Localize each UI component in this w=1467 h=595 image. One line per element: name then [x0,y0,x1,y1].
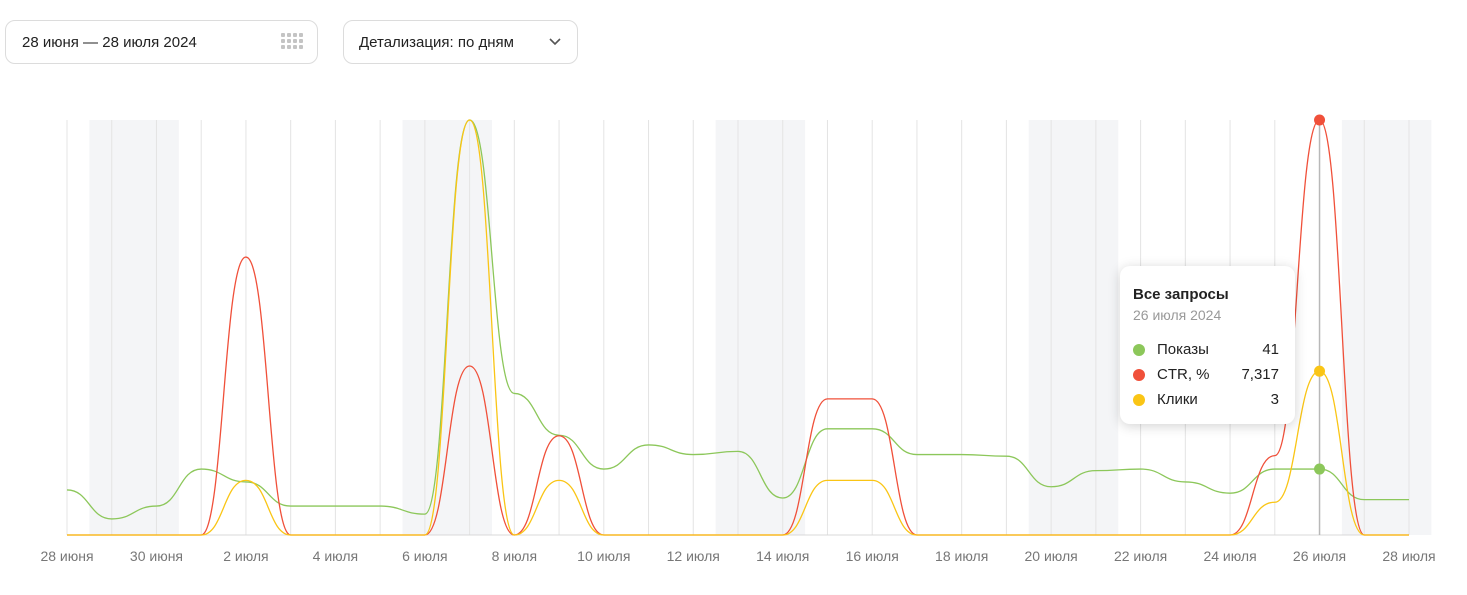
x-tick-label: 8 июля [492,548,537,564]
x-tick-labels: 28 июня 30 июня 2 июля 4 июля 6 июля 8 июля 10… [40,548,1435,564]
tooltip-row-value: 3 [1270,391,1279,408]
x-tick-label: 26 июля [1293,548,1346,564]
chart-tooltip: Все запросы 26 июля 2024 Показы 41 CTR, … [1120,266,1295,424]
x-tick-label: 4 июля [313,548,358,564]
tooltip-row-name: Показы [1157,341,1209,358]
tooltip-row-value: 7,317 [1241,366,1279,383]
ctr-dot-icon [1133,368,1145,381]
x-tick-label: 16 июля [846,548,899,564]
weekend-band [715,120,806,535]
tooltip-row-clicks: Клики 3 [1133,387,1279,412]
hover-point [1314,365,1326,377]
clicks-dot-icon [1133,393,1145,406]
x-tick-label: 20 июля [1025,548,1078,564]
calendar-grid-icon [281,33,303,51]
tooltip-row-value: 41 [1262,341,1279,358]
tooltip-row-name: CTR, % [1157,366,1210,383]
shows-dot-icon [1133,343,1145,356]
hover-dots [1314,114,1326,475]
x-tick-label: 6 июля [402,548,447,564]
x-tick-label: 30 июня [130,548,183,564]
date-range-label: 28 июня — 28 июля 2024 [22,33,197,51]
x-tick-label: 2 июля [223,548,268,564]
tooltip-row-shows: Показы 41 [1133,337,1279,362]
detail-select[interactable]: Детализация: по дням [343,20,578,64]
detail-select-label: Детализация: по дням [359,33,514,51]
tooltip-row-name: Клики [1157,391,1198,408]
x-tick-label: 14 июля [756,548,809,564]
weekend-band [1028,120,1119,535]
tooltip-title: Все запросы [1133,286,1229,303]
x-tick-label: 28 июня [40,548,93,564]
tooltip-row-ctr: CTR, % 7,317 [1133,362,1279,387]
hover-point [1314,114,1326,126]
weekend-band [89,120,179,535]
weekend-bands [89,120,1432,535]
series-lines [66,119,1410,536]
x-tick-label: 24 июля [1203,548,1256,564]
tooltip-date: 26 июля 2024 [1133,307,1222,323]
date-range-picker[interactable]: 28 июня — 28 июля 2024 [5,20,318,64]
x-tick-label: 10 июля [577,548,630,564]
chevron-down-icon [549,36,561,48]
series-line [67,119,1409,536]
hover-point [1314,463,1326,475]
x-tick-label: 18 июля [935,548,988,564]
x-tick-label: 22 июля [1114,548,1167,564]
weekend-band [1341,120,1432,535]
x-tick-label: 12 июля [667,548,720,564]
x-tick-label: 28 июля [1382,548,1435,564]
series-line [66,119,1410,520]
